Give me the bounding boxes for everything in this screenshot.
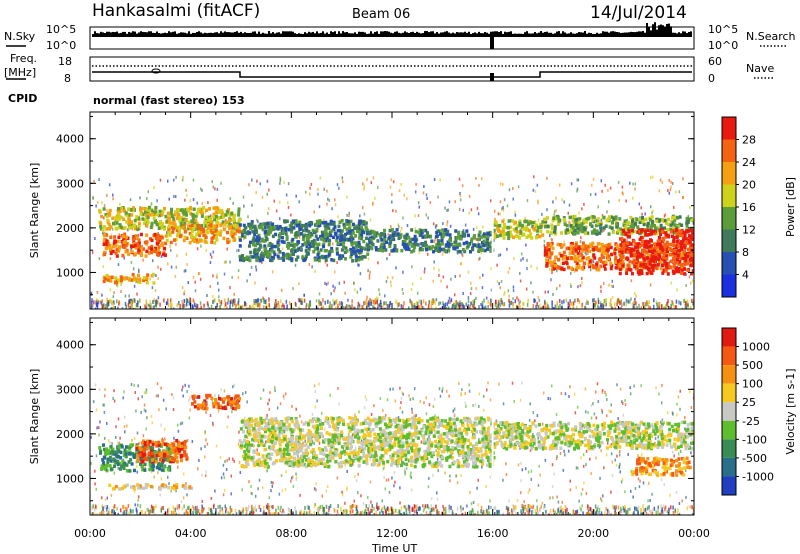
cpid-value: normal (fast stereo) 153 <box>93 94 245 107</box>
colorbar-tick: -100 <box>742 433 767 446</box>
power-panel: 1000 2000 3000 4000 Slant Range [km] 4 8 12 16 20… <box>28 111 797 310</box>
velocity-cells <box>90 318 694 515</box>
power-band <box>102 272 156 285</box>
velocity-band <box>493 420 694 451</box>
colorbar-tick: 100 <box>742 378 763 391</box>
velocity-colorbar: 1000 500 100 25 -25 -100 -500 -1000 Velocity [m … <box>721 327 797 496</box>
y-tick-label: 1000 <box>56 266 84 279</box>
nave-tick-bottom: 0 <box>708 72 715 85</box>
x-tick-label: 12:00 <box>376 527 408 540</box>
velocity-band <box>135 438 189 464</box>
velocity-band <box>238 416 496 469</box>
colorbar-tick: 1000 <box>742 341 770 354</box>
power-band <box>366 228 496 254</box>
beam-title: Beam 06 <box>352 7 410 22</box>
x-axis-label: Time UT <box>371 542 417 554</box>
x-tick-label: 00:00 <box>74 527 106 540</box>
nsky-tick-top: 10^5 <box>46 23 76 36</box>
cpid-label: CPID <box>8 92 37 105</box>
power-cells <box>90 112 694 309</box>
x-tick-label: 00:00 <box>678 527 710 540</box>
power-ylabel: Slant Range [km] <box>28 163 41 259</box>
nsearch-label: N.Search <box>746 30 796 43</box>
freq-tick-top: 18 <box>58 55 72 68</box>
colorbar-tick: 500 <box>742 359 763 372</box>
colorbar-tick: 25 <box>742 396 756 409</box>
velocity-ylabel: Slant Range [km] <box>28 369 41 465</box>
power-band <box>618 228 694 276</box>
nsearch-tick-bottom: 10^0 <box>708 39 738 52</box>
y-tick-label: 3000 <box>56 383 84 396</box>
freq-panel <box>89 56 695 82</box>
freq-unit: [MHz] <box>4 66 36 79</box>
freq-label: Freq. <box>10 52 37 65</box>
y-tick-label: 1000 <box>56 472 84 485</box>
velocity-band <box>631 456 692 478</box>
colorbar-tick: 4 <box>742 269 749 282</box>
nsky-panel <box>89 26 695 50</box>
x-tick-label: 08:00 <box>275 527 307 540</box>
colorbar-tick: -25 <box>742 415 760 428</box>
x-tick-label: 04:00 <box>175 527 207 540</box>
nave-tick-top: 60 <box>708 55 722 68</box>
velocity-colorbar-label: Velocity [m s-1] <box>784 368 797 454</box>
colorbar-tick: 20 <box>742 179 756 192</box>
y-tick-label: 4000 <box>56 133 84 146</box>
velocity-band <box>108 482 194 491</box>
colorbar-tick: 12 <box>742 224 756 237</box>
colorbar-tick: 24 <box>742 156 756 169</box>
date-title: 14/Jul/2014 <box>590 3 687 23</box>
power-band <box>238 218 370 263</box>
station-title: Hankasalmi (fitACF) <box>92 1 260 21</box>
colorbar-tick: -1000 <box>742 470 774 483</box>
velocity-band <box>191 393 242 411</box>
colorbar-tick: 16 <box>742 201 756 214</box>
y-tick-label: 2000 <box>56 222 84 235</box>
nsky-label: N.Sky <box>4 30 36 43</box>
nsky-tick-bottom: 10^0 <box>46 39 76 52</box>
freq-trace <box>92 71 692 78</box>
x-tick-label: 20:00 <box>577 527 609 540</box>
colorbar-tick: 8 <box>742 246 749 259</box>
nsky-trace <box>92 22 692 49</box>
power-band <box>543 214 694 236</box>
nsearch-tick-top: 10^5 <box>708 23 738 36</box>
x-tick-label: 16:00 <box>477 527 509 540</box>
power-colorbar: 4 8 12 16 20 24 28 Power [dB] <box>721 116 797 298</box>
colorbar-tick: 28 <box>742 134 756 147</box>
y-tick-label: 3000 <box>56 177 84 190</box>
power-band <box>165 223 242 245</box>
power-colorbar-label: Power [dB] <box>784 177 797 237</box>
y-tick-label: 4000 <box>56 339 84 352</box>
nave-label: Nave <box>746 62 774 75</box>
freq-tick-bottom: 8 <box>64 72 71 85</box>
power-band <box>102 232 168 258</box>
power-band <box>492 219 545 241</box>
colorbar-tick: -500 <box>742 452 767 465</box>
y-tick-label: 2000 <box>56 428 84 441</box>
